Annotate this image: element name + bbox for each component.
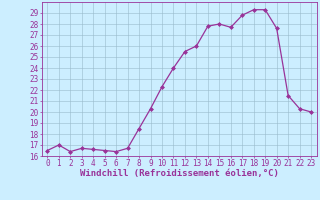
X-axis label: Windchill (Refroidissement éolien,°C): Windchill (Refroidissement éolien,°C) xyxy=(80,169,279,178)
